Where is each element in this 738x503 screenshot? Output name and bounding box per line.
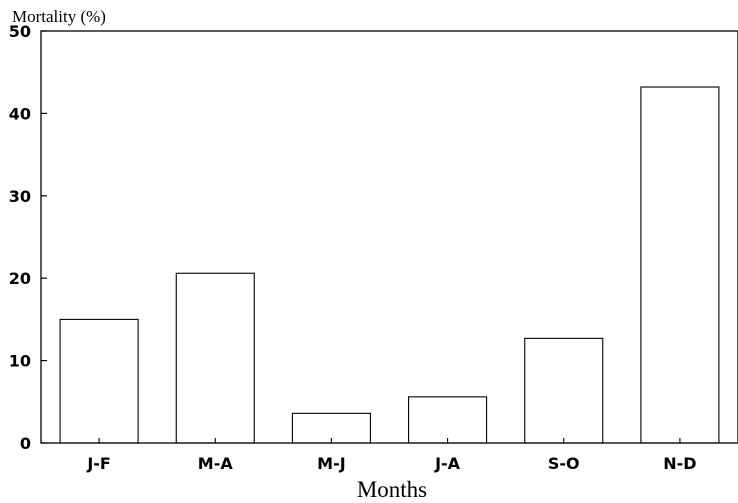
y-axis-ticks: 0 10 20 30 40 50 [9, 22, 47, 453]
y-tick-label: 50 [9, 22, 31, 41]
bar-M-A [175, 272, 255, 444]
y-tick-label: 40 [9, 104, 31, 123]
x-axis-label: Months [357, 477, 427, 502]
x-axis-ticks: J-F M-A M-J J-A S-O N-D [86, 438, 697, 473]
bar-J-F [59, 318, 139, 444]
bar-S-O [524, 337, 604, 444]
bars [59, 86, 720, 444]
y-tick-label: 20 [9, 269, 31, 288]
y-tick-label: 10 [9, 352, 31, 371]
x-tick-label: M-J [317, 454, 346, 473]
y-tick-label: 0 [20, 434, 31, 453]
x-tick-label: J-F [86, 454, 111, 473]
x-tick-label: S-O [548, 454, 580, 473]
bar-J-A [408, 396, 488, 444]
y-tick-label: 30 [9, 187, 31, 206]
plot-frame [40, 30, 738, 444]
x-tick-label: M-A [198, 454, 234, 473]
bar-N-D [640, 86, 720, 444]
y-axis-label: Mortality (%) [12, 7, 106, 26]
x-tick-label: N-D [663, 454, 696, 473]
x-tick-label: J-A [434, 454, 461, 473]
